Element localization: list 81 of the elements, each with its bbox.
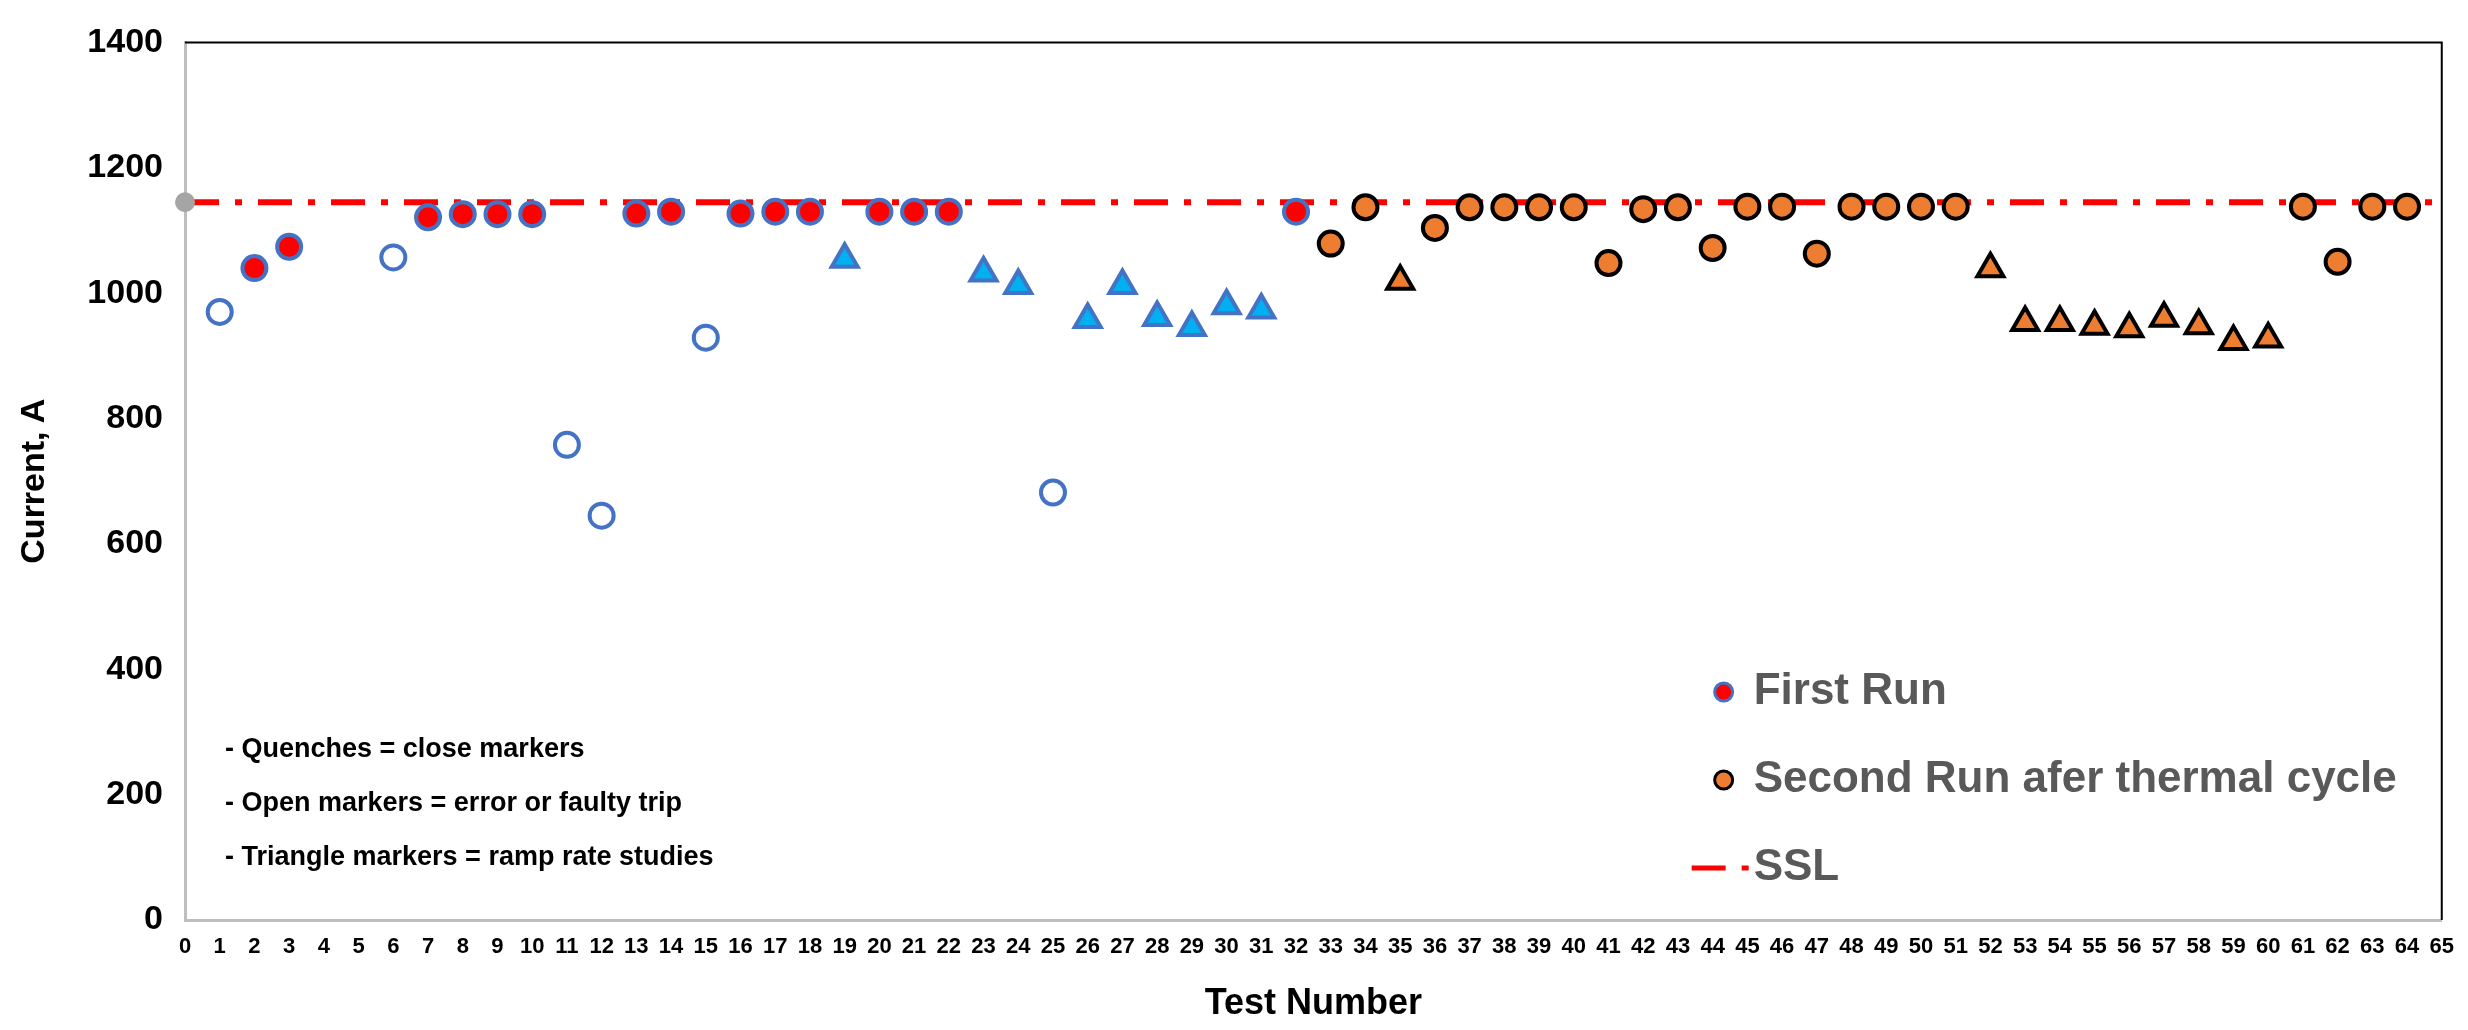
x-tick-label: 10 <box>519 933 545 959</box>
x-tick-label: 22 <box>936 933 962 959</box>
y-tick-label: 600 <box>106 522 163 561</box>
x-tick-label: 38 <box>1492 933 1517 959</box>
x-tick-label: 35 <box>1387 933 1413 959</box>
y-tick-label: 1200 <box>87 146 163 185</box>
y-tick-label: 200 <box>106 773 163 811</box>
x-tick-label: 52 <box>1978 933 2003 959</box>
x-tick-label: 17 <box>762 933 788 959</box>
x-tick-label: 2 <box>248 933 261 959</box>
x-tick-label: 60 <box>2255 933 2281 959</box>
x-tick-label: 18 <box>797 933 823 959</box>
x-tick-label: 46 <box>1769 933 1795 959</box>
x-tick-label: 56 <box>2117 933 2142 959</box>
x-tick-label: 1 <box>213 933 226 959</box>
x-tick-label: 62 <box>2325 933 2350 959</box>
x-tick-label: 16 <box>728 933 753 959</box>
x-tick-label: 64 <box>2394 933 2421 959</box>
x-tick-label: 65 <box>2429 933 2455 959</box>
y-tick-label: 800 <box>106 396 163 435</box>
x-tick-label: 48 <box>1839 933 1864 959</box>
x-tick-label: 40 <box>1561 933 1587 959</box>
x-tick-label: 8 <box>456 933 469 959</box>
x-tick-label: 43 <box>1665 933 1691 959</box>
y-axis-title: Current, A <box>12 398 51 564</box>
x-tick-label: 41 <box>1596 933 1621 959</box>
x-axis-title: Test Number <box>1204 981 1423 1023</box>
x-tick-label: 63 <box>2360 933 2385 959</box>
x-tick-label: 42 <box>1630 933 1656 959</box>
x-tick-label: 29 <box>1179 933 1205 959</box>
y-tick-label: 400 <box>106 647 163 686</box>
legend-label: Second Run afer thermal cycle <box>1753 752 2397 802</box>
legend-label: First Run <box>1753 664 1947 714</box>
y-tick-label: 1000 <box>87 271 163 310</box>
x-tick-label: 11 <box>555 933 579 959</box>
x-tick-label: 9 <box>491 933 504 959</box>
x-tick-label: 53 <box>2012 933 2038 959</box>
x-tick-label: 13 <box>624 933 649 959</box>
legend-label: SSL <box>1753 840 1840 890</box>
x-tick-label: 21 <box>901 933 927 959</box>
x-tick-label: 34 <box>1353 933 1379 959</box>
x-tick-label: 7 <box>421 933 435 959</box>
x-tick-label: 45 <box>1735 933 1760 959</box>
x-tick-label: 33 <box>1318 933 1343 959</box>
x-tick-label: 12 <box>589 933 614 959</box>
annotation: - Triangle markers = ramp rate studies <box>225 841 714 872</box>
x-tick-label: 36 <box>1422 933 1448 959</box>
x-tick-label: 19 <box>832 933 857 959</box>
annotation: - Quenches = close markers <box>225 733 585 764</box>
x-tick-label: 30 <box>1214 933 1239 959</box>
x-tick-label: 0 <box>178 933 192 959</box>
x-tick-label: 51 <box>1943 933 1968 959</box>
x-tick-label: 61 <box>2290 933 2316 959</box>
x-tick-label: 3 <box>283 933 296 959</box>
x-tick-label: 4 <box>317 933 331 959</box>
x-tick-label: 5 <box>352 933 365 959</box>
x-tick-label: 14 <box>658 933 685 959</box>
x-tick-label: 58 <box>2186 933 2211 959</box>
x-tick-label: 32 <box>1283 933 1309 959</box>
x-tick-label: 6 <box>387 933 400 959</box>
x-tick-label: 28 <box>1144 933 1170 959</box>
y-tick-label: 1400 <box>87 20 163 59</box>
x-tick-label: 24 <box>1006 933 1032 959</box>
x-tick-label: 23 <box>971 933 996 959</box>
x-tick-label: 47 <box>1804 933 1830 959</box>
annotation: - Open markers = error or faulty trip <box>225 787 682 818</box>
x-tick-label: 54 <box>2047 933 2073 959</box>
x-tick-label: 49 <box>1874 933 1899 959</box>
x-tick-label: 59 <box>2221 933 2246 959</box>
x-tick-label: 37 <box>1457 933 1482 959</box>
x-tick-label: 15 <box>693 933 719 959</box>
x-tick-label: 27 <box>1110 933 1135 959</box>
x-tick-label: 55 <box>2082 933 2107 959</box>
x-tick-label: 25 <box>1040 933 1066 959</box>
x-tick-label: 26 <box>1075 933 1100 959</box>
x-tick-label: 39 <box>1526 933 1552 959</box>
x-tick-label: 44 <box>1700 933 1726 959</box>
x-tick-label: 50 <box>1908 933 1934 959</box>
x-tick-label: 20 <box>867 933 892 959</box>
x-tick-label: 31 <box>1249 933 1274 959</box>
x-tick-label: 57 <box>2151 933 2177 959</box>
